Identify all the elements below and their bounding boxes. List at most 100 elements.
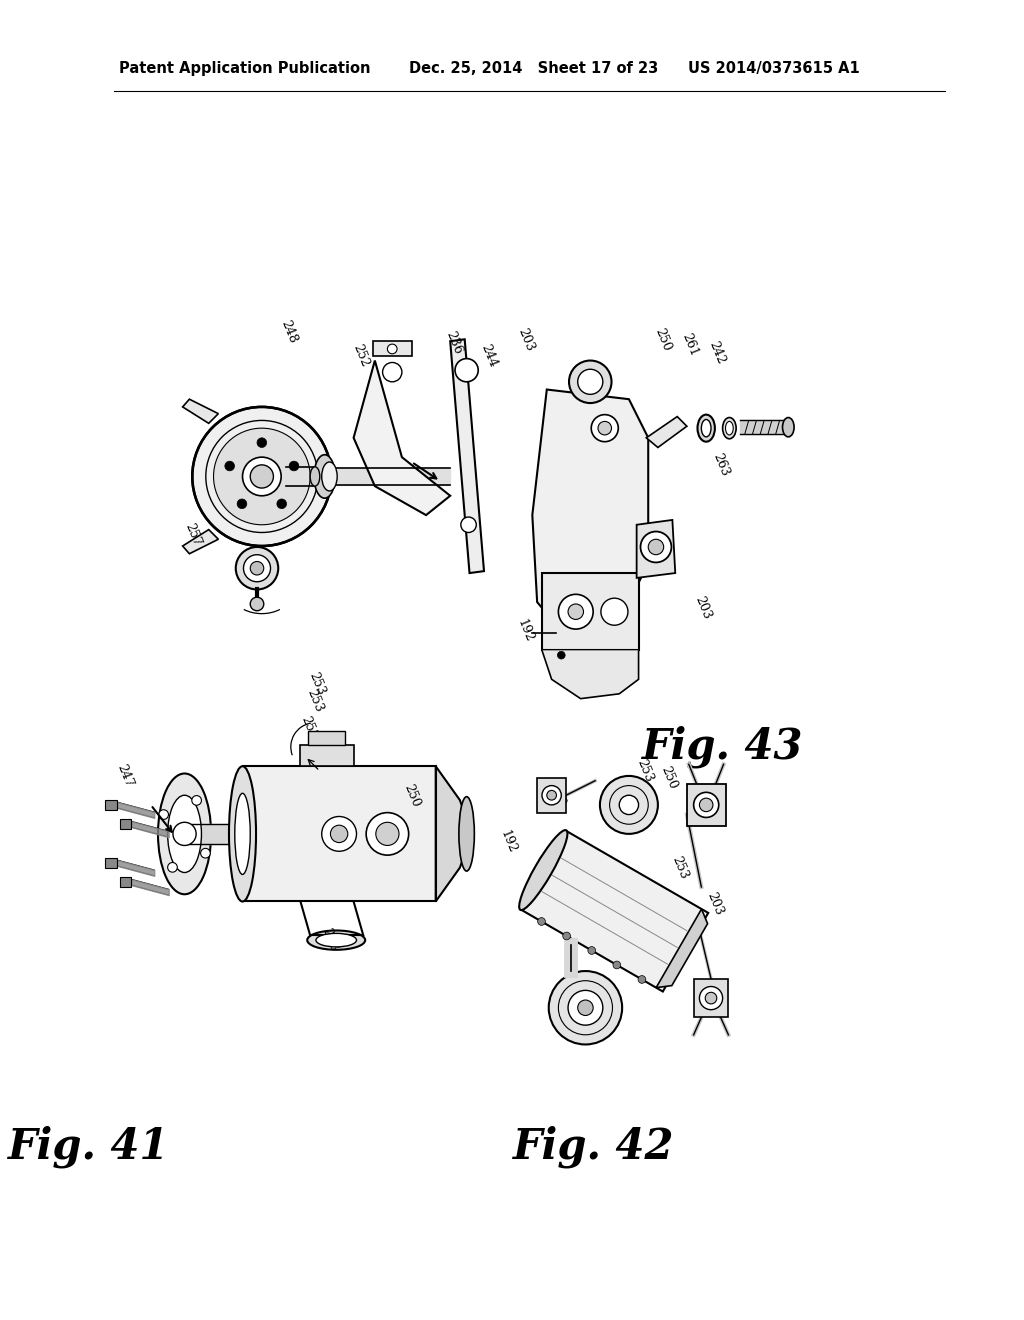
- Text: 253: 253: [299, 714, 319, 741]
- Ellipse shape: [310, 467, 319, 486]
- Circle shape: [243, 457, 282, 496]
- Bar: [120, 820, 131, 829]
- Ellipse shape: [307, 931, 366, 950]
- Text: Patent Application Publication: Patent Application Publication: [119, 62, 371, 77]
- Bar: [105, 858, 117, 867]
- Circle shape: [191, 796, 202, 805]
- Bar: [300, 744, 353, 766]
- Ellipse shape: [723, 417, 736, 438]
- Circle shape: [640, 532, 672, 562]
- Circle shape: [383, 363, 401, 381]
- Polygon shape: [542, 651, 639, 698]
- Circle shape: [620, 795, 639, 814]
- Circle shape: [578, 1001, 593, 1015]
- Circle shape: [159, 809, 169, 820]
- Polygon shape: [637, 520, 675, 578]
- Bar: [105, 800, 117, 809]
- Bar: [120, 878, 131, 887]
- Ellipse shape: [782, 417, 794, 437]
- Text: 250: 250: [652, 326, 673, 352]
- Circle shape: [538, 917, 546, 925]
- Circle shape: [563, 932, 570, 940]
- Circle shape: [173, 822, 197, 846]
- Circle shape: [257, 438, 266, 447]
- Bar: [687, 784, 726, 826]
- Bar: [243, 766, 435, 902]
- Ellipse shape: [234, 793, 250, 874]
- Text: 244: 244: [478, 342, 500, 370]
- Circle shape: [238, 499, 247, 508]
- Ellipse shape: [229, 766, 256, 902]
- Text: 192: 192: [515, 618, 536, 644]
- Circle shape: [244, 554, 270, 582]
- Text: 203: 203: [515, 326, 536, 352]
- Circle shape: [557, 651, 565, 659]
- Circle shape: [648, 540, 664, 554]
- Circle shape: [588, 946, 596, 954]
- Circle shape: [578, 370, 603, 395]
- Text: 242: 242: [707, 339, 727, 366]
- Polygon shape: [532, 389, 648, 631]
- Circle shape: [367, 813, 409, 855]
- Text: US 2014/0373615 A1: US 2014/0373615 A1: [688, 62, 859, 77]
- Text: 192: 192: [498, 828, 518, 855]
- Circle shape: [569, 360, 611, 403]
- Ellipse shape: [158, 774, 211, 894]
- Circle shape: [225, 461, 234, 471]
- Polygon shape: [520, 830, 709, 991]
- Text: 236: 236: [443, 330, 465, 356]
- Ellipse shape: [726, 421, 733, 434]
- Circle shape: [250, 465, 273, 488]
- Circle shape: [214, 428, 310, 525]
- Text: 253: 253: [304, 688, 326, 714]
- Circle shape: [276, 499, 287, 508]
- Text: 250: 250: [401, 781, 422, 809]
- Text: 250: 250: [658, 764, 679, 791]
- Circle shape: [236, 546, 279, 590]
- Circle shape: [331, 825, 348, 842]
- Polygon shape: [373, 342, 412, 355]
- Polygon shape: [248, 428, 286, 525]
- Circle shape: [455, 359, 478, 381]
- Circle shape: [558, 594, 593, 630]
- Circle shape: [600, 776, 657, 834]
- Bar: [693, 978, 728, 1018]
- Circle shape: [568, 990, 603, 1026]
- Circle shape: [547, 791, 556, 800]
- Text: 253: 253: [670, 854, 690, 882]
- Polygon shape: [353, 360, 451, 515]
- Text: Fig. 43: Fig. 43: [642, 726, 803, 768]
- Circle shape: [201, 849, 210, 858]
- Text: Fig. 42: Fig. 42: [513, 1126, 675, 1168]
- Ellipse shape: [697, 414, 715, 442]
- Circle shape: [168, 862, 177, 873]
- Circle shape: [461, 517, 476, 532]
- Text: Dec. 25, 2014   Sheet 17 of 23: Dec. 25, 2014 Sheet 17 of 23: [409, 62, 658, 77]
- Bar: [538, 777, 566, 813]
- Polygon shape: [542, 573, 639, 651]
- Polygon shape: [182, 529, 218, 554]
- Polygon shape: [656, 909, 708, 987]
- Ellipse shape: [316, 933, 356, 946]
- Text: Fig. 41: Fig. 41: [8, 1126, 170, 1168]
- Circle shape: [638, 975, 646, 983]
- Bar: [308, 731, 345, 744]
- Text: 203: 203: [546, 781, 567, 809]
- Text: 257: 257: [183, 521, 204, 548]
- Circle shape: [250, 561, 264, 576]
- Circle shape: [706, 993, 717, 1005]
- Polygon shape: [646, 417, 687, 447]
- Polygon shape: [435, 766, 470, 902]
- Circle shape: [289, 461, 299, 471]
- Circle shape: [387, 345, 397, 354]
- Text: 203: 203: [705, 890, 725, 917]
- Ellipse shape: [701, 420, 711, 437]
- Text: 263: 263: [711, 451, 731, 478]
- Text: 261: 261: [679, 331, 700, 359]
- Text: 252: 252: [350, 342, 371, 370]
- Polygon shape: [182, 399, 218, 424]
- Text: 247: 247: [115, 763, 135, 789]
- Ellipse shape: [168, 795, 202, 873]
- Ellipse shape: [459, 797, 474, 871]
- Circle shape: [601, 598, 628, 626]
